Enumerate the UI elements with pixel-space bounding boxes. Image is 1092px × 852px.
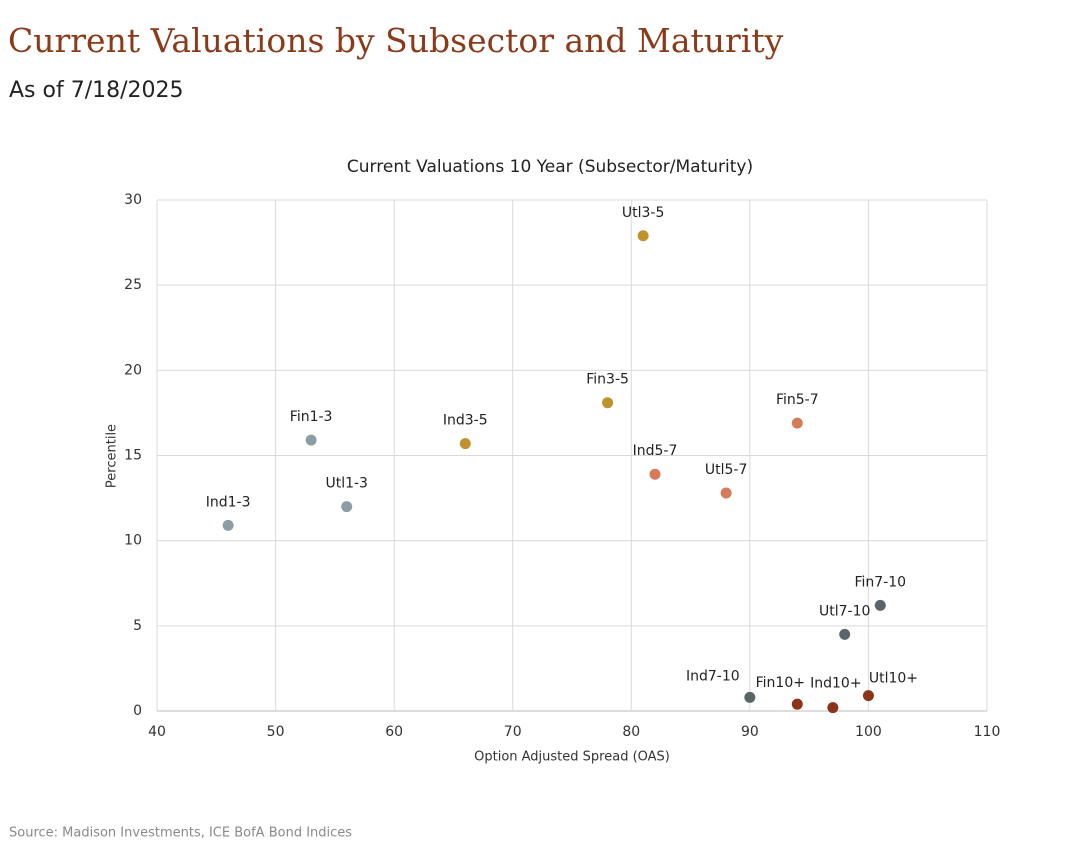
x-tick-label: 60	[385, 724, 403, 740]
y-axis-label: Percentile	[105, 424, 120, 488]
point	[791, 698, 803, 710]
point	[862, 690, 874, 702]
point-label: Fin5-7	[776, 392, 819, 408]
point-label: Utl3-5	[622, 205, 665, 221]
point	[827, 702, 839, 714]
point-label: Utl7-10	[819, 603, 870, 619]
point-label: Utl1-3	[325, 476, 368, 492]
y-tick-label: 15	[124, 448, 142, 464]
point-label: Ind5-7	[633, 443, 678, 459]
point	[839, 628, 851, 640]
point-label: Fin7-10	[854, 574, 906, 590]
point-label: Fin10+	[756, 675, 805, 691]
y-tick-label: 5	[133, 618, 142, 634]
x-tick-label: 40	[148, 724, 166, 740]
point-label: Fin3-5	[586, 372, 629, 388]
y-tick-label: 25	[124, 277, 142, 293]
point-label: Ind3-5	[443, 413, 488, 429]
chart-title: Current Valuations 10 Year (Subsector/Ma…	[347, 157, 753, 177]
y-tick-label: 0	[133, 703, 142, 719]
point-label: Utl10+	[869, 671, 918, 687]
x-tick-label: 80	[622, 724, 640, 740]
x-axis-label: Option Adjusted Spread (OAS)	[474, 750, 670, 765]
source: Source: Madison Investments, ICE BofA Bo…	[9, 826, 352, 841]
point	[459, 438, 471, 450]
point-label: Ind10+	[810, 676, 861, 692]
subtitle: As of 7/18/2025	[9, 78, 184, 103]
point	[874, 599, 886, 611]
x-tick-label: 50	[267, 724, 285, 740]
y-tick-label: 30	[124, 192, 142, 208]
point	[305, 434, 317, 446]
x-tick-label: 100	[855, 724, 882, 740]
x-tick-label: 90	[741, 724, 759, 740]
page-title: Current Valuations by Subsector and Matu…	[8, 21, 784, 60]
y-tick-label: 20	[124, 362, 142, 378]
point-label: Ind1-3	[206, 494, 251, 510]
point	[222, 519, 234, 531]
point-label: Ind7-10	[686, 668, 740, 684]
point	[791, 417, 803, 429]
point	[602, 397, 614, 409]
point	[720, 487, 732, 499]
point-label: Utl5-7	[705, 462, 748, 478]
point-label: Fin1-3	[290, 409, 333, 425]
x-tick-label: 110	[974, 724, 1001, 740]
point	[649, 468, 661, 480]
point	[744, 691, 756, 703]
y-tick-label: 10	[124, 533, 142, 549]
point	[341, 501, 353, 513]
point	[637, 230, 649, 242]
x-tick-label: 70	[504, 724, 522, 740]
